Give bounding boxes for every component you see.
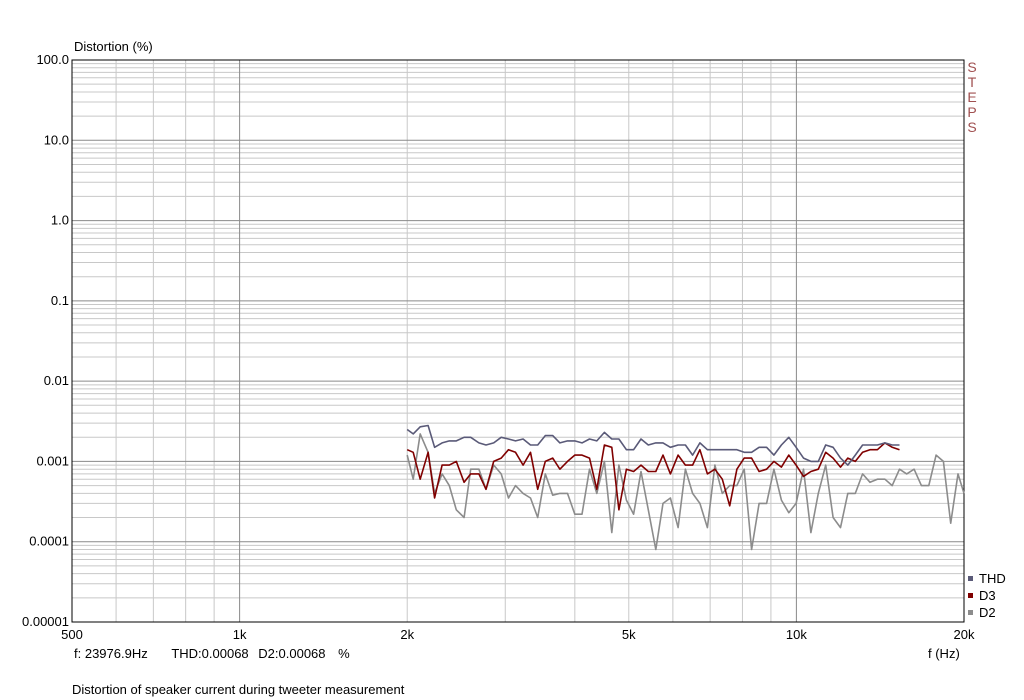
plot-frame [71,59,965,623]
y-tick-label: 0.00001 [22,614,69,629]
series-layer [406,424,965,551]
minor-grid [72,60,964,622]
x-tick-label: 1k [233,627,247,642]
legend-swatch [968,576,973,581]
x-tick-label: 10k [786,627,807,642]
legend-item-d3: D3 [968,587,1006,604]
y-tick-label: 0.01 [44,373,69,388]
x-tick-label: 20k [954,627,975,642]
readout-thd: THD:0.00068 [171,646,249,661]
x-tick-label: 2k [400,627,414,642]
legend: THD D3 D2 [968,570,1006,621]
legend-item-thd: THD [968,570,1006,587]
x-axis-label: f (Hz) [928,646,960,661]
y-tick-label: 10.0 [44,132,69,147]
cursor-readout: f: 23976.9Hz THD:0.00068 D2:0.00068 % [74,646,350,661]
chart-caption: Distortion of speaker current during twe… [72,682,405,697]
y-tick-label: 0.1 [51,293,69,308]
series-line-d2 [406,433,965,551]
series-line-d3 [406,442,900,511]
readout-unit: % [338,646,350,661]
legend-swatch [968,610,973,615]
legend-label: THD [979,571,1006,586]
legend-item-d2: D2 [968,604,1006,621]
y-tick-label: 100.0 [36,52,69,67]
tick-labels: 100.0 10.0 1.0 0.1 0.01 0.001 0.0001 0.00001500… [22,52,975,642]
series-line-thd [406,424,900,466]
steps-label: STEPS [967,59,977,135]
readout-frequency: f: 23976.9Hz [74,646,148,661]
y-tick-label: 1.0 [51,213,69,228]
x-tick-label: 5k [622,627,636,642]
legend-label: D3 [979,588,996,603]
x-tick-label: 500 [61,627,83,642]
y-tick-label: 0.0001 [29,534,69,549]
y-axis-label: Distortion (%) [74,39,153,54]
y-tick-label: 0.001 [36,453,69,468]
readout-d2: D2:0.00068 [258,646,326,661]
legend-swatch [968,593,973,598]
legend-label: D2 [979,605,996,620]
